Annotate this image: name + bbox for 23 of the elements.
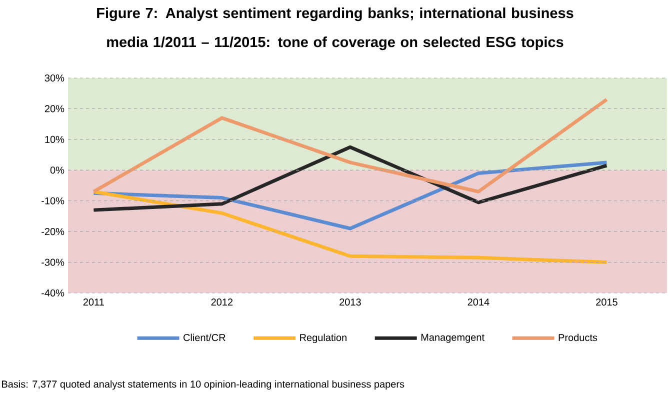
legend-label: Regulation [300, 334, 346, 344]
line-series [92, 145, 608, 212]
y-tick-label: -40% [42, 289, 64, 297]
legend-label: Managemgent [421, 334, 484, 343]
y-tick-label: 20% [44, 105, 64, 112]
x-tick-label: 2011 [83, 298, 104, 306]
line-series [92, 98, 608, 194]
line-series [92, 190, 608, 264]
x-tick-label: 2012 [211, 298, 233, 306]
y-tick-label: 30% [44, 74, 64, 82]
y-tick-label: -30% [42, 258, 64, 266]
text: Basis: 7,377 quoted analyst statements in 10 opinion-leading international business papers [2, 380, 404, 390]
x-tick-label: 2013 [340, 298, 361, 306]
x-tick-label: 2015 [596, 298, 618, 306]
chart-title: Figure 7: Analyst sentiment regarding banks; international business media 1/2011 – 11/2015: tone of coverage on selected ESG topics [97, 8, 574, 50]
y-tick-label: -20% [42, 228, 64, 236]
y-tick-label: 10% [45, 136, 64, 143]
legend-label: Products [558, 334, 598, 342]
x-tick-label: 2014 [468, 298, 490, 306]
line-series [92, 160, 608, 230]
y-tick-label: -10% [42, 197, 64, 204]
y-tick-label: 0% [50, 166, 64, 174]
legend-label: Client/CR [184, 334, 226, 342]
